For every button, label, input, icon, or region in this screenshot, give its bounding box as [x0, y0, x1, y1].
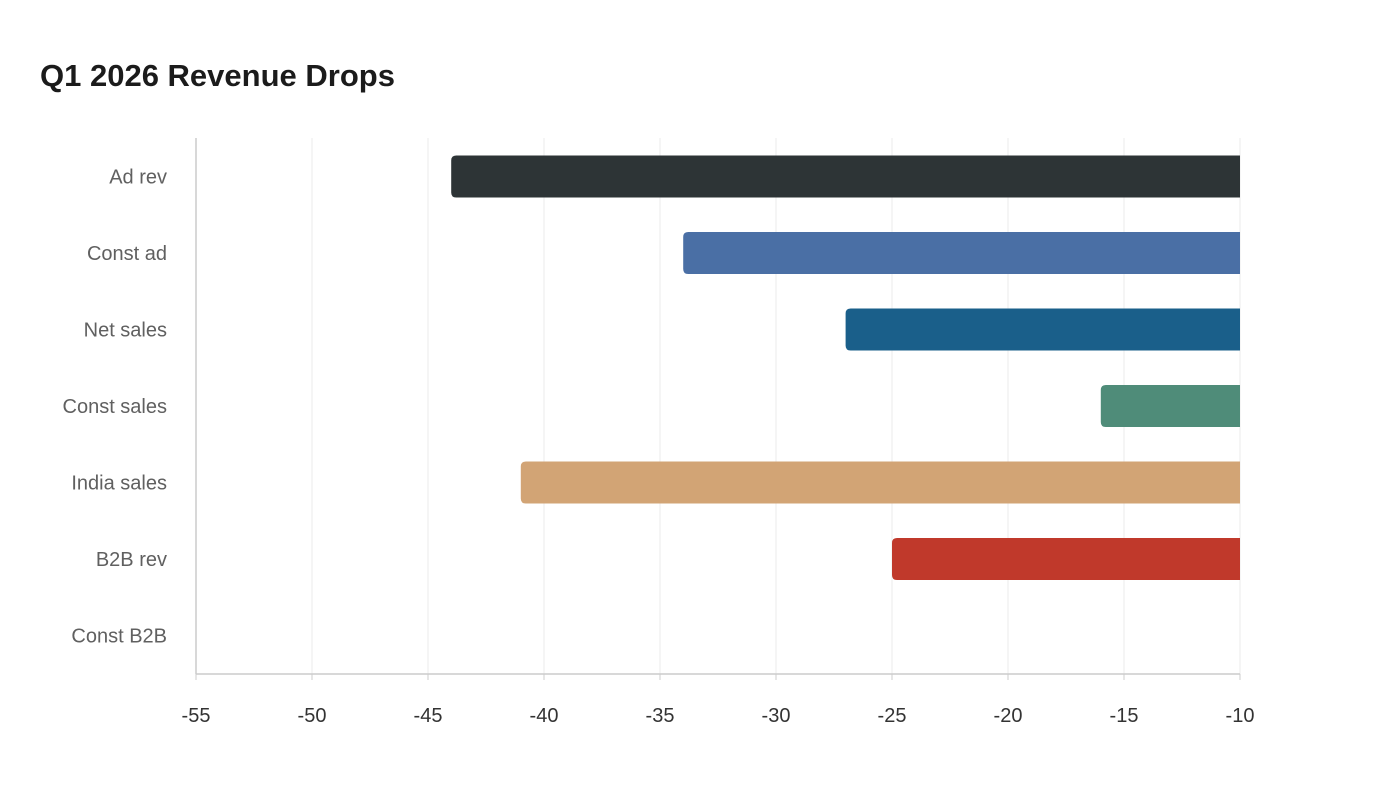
bar [520, 461, 1240, 504]
tick-labels: -55 -50 -45 -40 -35 -30 -25 -20 -15 -10 [182, 705, 1255, 727]
category-label: Const sales [63, 396, 168, 418]
category-label: B2B rev [96, 549, 167, 571]
chart-title: Q1 2026 Revenue Drops [40, 58, 395, 93]
category-label: Const ad [87, 243, 167, 265]
x-tick-label: -15 [1110, 705, 1139, 727]
bar [1100, 385, 1240, 427]
category-label: Ad rev [109, 167, 167, 189]
category-label: Net sales [84, 320, 167, 342]
x-tick-label: -35 [646, 705, 675, 727]
axes [195, 138, 1241, 680]
bar [683, 232, 1240, 274]
x-tick-label: -30 [762, 705, 791, 727]
bars [451, 155, 1240, 580]
x-tick-label: -45 [414, 705, 443, 727]
bar [451, 155, 1240, 198]
x-tick-label: -10 [1226, 705, 1255, 727]
x-tick-label: -20 [994, 705, 1023, 727]
x-tick-label: -40 [530, 705, 559, 727]
gridlines [311, 138, 1241, 674]
x-tick-label: -25 [878, 705, 907, 727]
category-label: India sales [71, 473, 167, 495]
bar [892, 538, 1240, 580]
category-labels: Ad rev Const ad Net sales Const sales India … [63, 167, 168, 648]
category-label: Const B2B [71, 626, 167, 648]
x-tick-label: -50 [298, 705, 327, 727]
x-tick-label: -55 [182, 705, 211, 727]
bar [845, 308, 1240, 351]
